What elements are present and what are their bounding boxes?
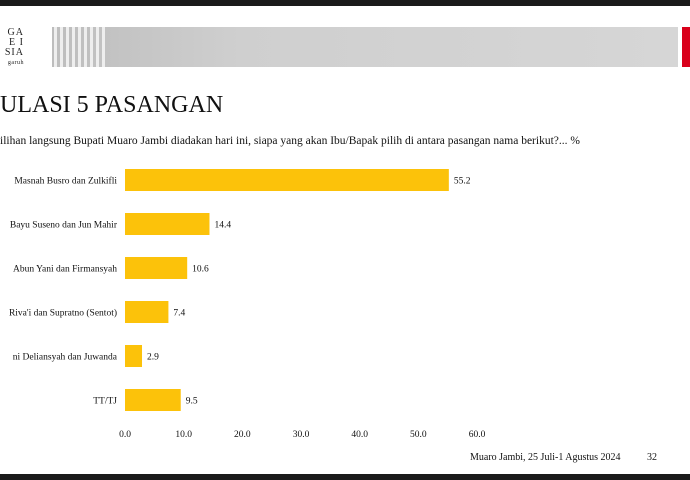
bar [125,257,188,279]
logo-line: garuh [7,60,24,66]
x-tick-label: 40.0 [351,430,368,440]
data-label: 14.4 [214,221,231,231]
category-label: Riva'i dan Supratno (Sentot) [9,308,117,319]
x-tick-label: 60.0 [469,430,486,440]
data-label: 9.5 [186,397,198,407]
bar [125,345,143,367]
data-label: 7.4 [173,309,185,319]
slide: GA E I SIA garuh ULASI 5 PASANGAN ilihan… [0,6,690,474]
category-label: Abun Yani dan Firmansyah [13,265,117,275]
footer-text: Muaro Jambi, 25 Juli-1 Agustus 2024 [470,452,621,463]
category-label: Masnah Busro dan Zulkifli [14,176,117,187]
x-tick-label: 50.0 [410,430,427,440]
data-label: 10.6 [192,265,209,275]
bar-chart: Masnah Busro dan Zulkifli 55.2 Bayu Suseno… [9,169,486,440]
data-label: 55.2 [454,177,471,187]
x-tick-label: 10.0 [175,430,192,440]
category-label: Bayu Suseno dan Jun Mahir [10,221,118,231]
brand-logo: GA E I SIA garuh [0,28,24,68]
bar [125,301,169,323]
x-tick-label: 0.0 [119,430,131,440]
survey-question: ilihan langsung Bupati Muaro Jambi diada… [0,135,580,147]
bar [125,389,181,411]
bar [125,213,210,235]
slide-title: ULASI 5 PASANGAN [0,92,224,118]
logo-line: E I [9,37,24,48]
category-label: ni Deliansyah dan Juwanda [13,353,118,363]
header-band [52,27,678,67]
x-tick-label: 20.0 [234,430,251,440]
logo-line: SIA [4,47,24,58]
x-tick-label: 30.0 [293,430,310,440]
data-label: 2.9 [147,353,159,363]
bar [125,169,449,191]
logo-line: GA [7,27,24,38]
accent-tab [682,27,690,67]
page-number: 32 [647,452,657,463]
category-label: TT/TJ [93,397,117,407]
